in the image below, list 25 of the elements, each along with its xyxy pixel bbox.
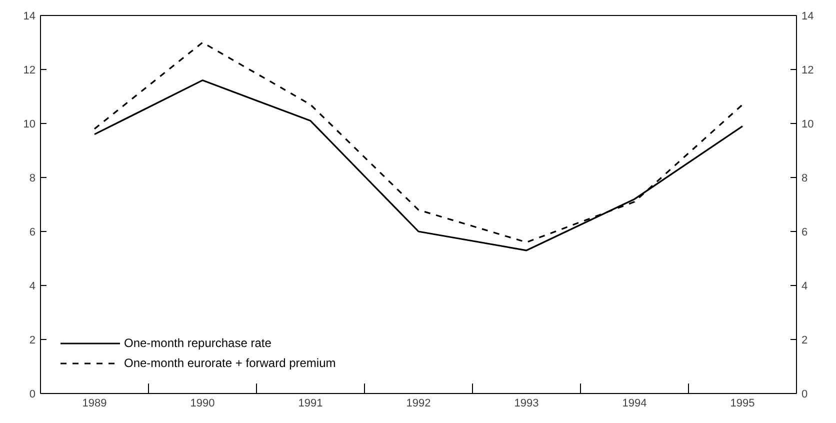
y-tick-label: 2 bbox=[29, 334, 36, 346]
y-tick-label: 0 bbox=[29, 388, 36, 400]
y-tick-label: 10 bbox=[23, 118, 36, 130]
y-tick-label: 14 bbox=[23, 10, 36, 22]
x-tick-label: 1994 bbox=[622, 398, 647, 410]
y-tick-label: 8 bbox=[29, 172, 36, 184]
y-tick-label: 12 bbox=[23, 64, 36, 76]
x-tick-label: 1991 bbox=[298, 398, 323, 410]
y2-tick-label: 10 bbox=[802, 118, 814, 130]
y2-tick-label: 14 bbox=[802, 10, 814, 22]
x-tick-label: 1995 bbox=[730, 398, 755, 410]
x-tick-label: 1989 bbox=[82, 398, 107, 410]
y2-tick-label: 6 bbox=[802, 226, 808, 238]
x-tick-label: 1993 bbox=[514, 398, 539, 410]
y2-tick-label: 0 bbox=[802, 388, 808, 400]
legend-label: One-month repurchase rate bbox=[124, 336, 272, 350]
y2-tick-label: 8 bbox=[802, 172, 808, 184]
y-tick-label: 6 bbox=[29, 226, 36, 238]
y-tick-label: 4 bbox=[29, 280, 36, 292]
x-tick-label: 1990 bbox=[190, 398, 215, 410]
legend-label: One-month eurorate + forward premium bbox=[124, 356, 336, 370]
x-tick-label: 1992 bbox=[406, 398, 431, 410]
y2-tick-label: 4 bbox=[802, 280, 808, 292]
y2-tick-label: 12 bbox=[802, 64, 814, 76]
y2-tick-label: 2 bbox=[802, 334, 808, 346]
